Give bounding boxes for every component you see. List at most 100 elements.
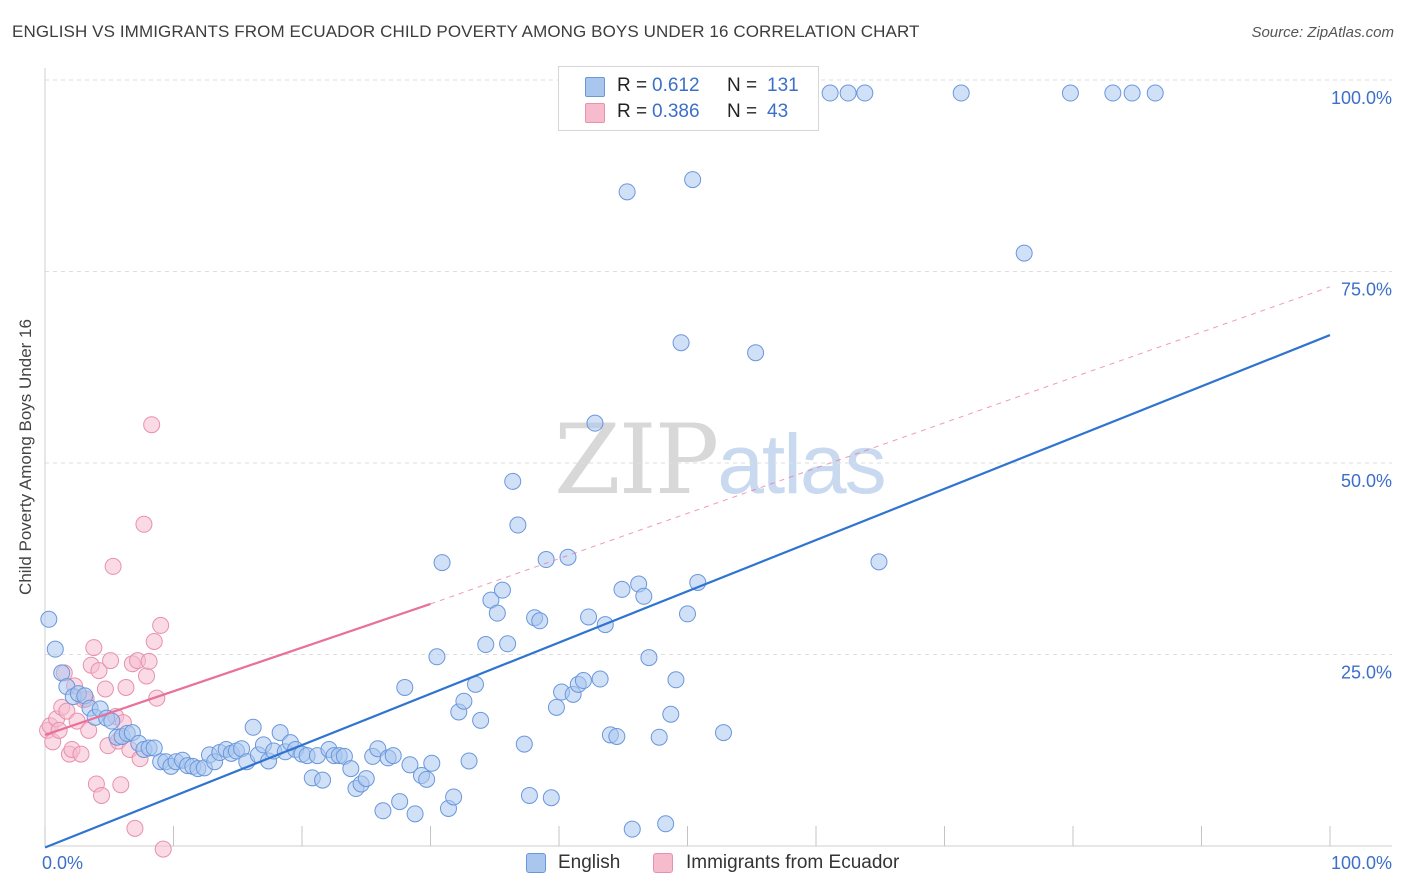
- axes: [44, 68, 1392, 847]
- data-point-ecuador: [138, 667, 156, 685]
- data-point-ecuador: [72, 745, 90, 763]
- data-point-english: [684, 171, 702, 189]
- data-point-english: [542, 789, 560, 807]
- data-point-english: [493, 581, 511, 599]
- data-point-english: [401, 756, 419, 774]
- legend-swatch-ecuador: [585, 103, 605, 123]
- data-point-english: [384, 747, 402, 765]
- data-point-ecuador: [145, 632, 163, 650]
- data-point-english: [418, 770, 436, 788]
- data-point-english: [314, 771, 332, 789]
- legend-bottom-swatch-english: [526, 853, 546, 873]
- data-point-english: [1015, 244, 1033, 262]
- data-point-english: [46, 640, 64, 658]
- data-point-english: [515, 735, 533, 753]
- data-point-english: [374, 802, 392, 820]
- data-point-ecuador: [117, 678, 135, 696]
- series-immigrants-from-ecuador: [39, 416, 172, 858]
- y-tick-label: 50.0%: [1341, 471, 1392, 491]
- data-point-english: [608, 727, 626, 745]
- n-value: 131: [767, 75, 799, 96]
- data-point-english: [40, 610, 58, 628]
- r-label: R =: [617, 101, 648, 122]
- x-tick-label: 0.0%: [42, 853, 83, 873]
- data-point-english: [580, 608, 598, 626]
- data-point-ecuador: [126, 819, 144, 837]
- data-point-ecuador: [93, 786, 111, 804]
- data-point-english: [623, 820, 641, 838]
- data-point-english: [613, 580, 631, 598]
- data-point-english: [870, 553, 888, 571]
- data-point-english: [423, 754, 441, 772]
- data-point-english: [714, 724, 732, 742]
- data-point-english: [531, 612, 549, 630]
- n-value: 43: [767, 101, 789, 122]
- data-point-english: [396, 678, 414, 696]
- data-point-english: [455, 692, 473, 710]
- legend-stats: R = 0.612 N = 131 R = 0.386 N = 43: [558, 66, 819, 131]
- gridlines: [45, 79, 1392, 655]
- data-point-english: [342, 760, 360, 778]
- data-point-english: [460, 752, 478, 770]
- tick-labels: 25.0% 50.0% 75.0% 100.0% 0.0% 100.0%: [42, 88, 1392, 873]
- data-point-ecuador: [85, 639, 103, 657]
- data-point-ecuador: [90, 662, 108, 680]
- chart-title: ENGLISH VS IMMIGRANTS FROM ECUADOR CHILD…: [12, 22, 920, 41]
- data-point-ecuador: [152, 616, 170, 634]
- legend-label-ecuador: Immigrants from Ecuador: [686, 852, 900, 873]
- source-label: Source: ZipAtlas.com: [1251, 24, 1394, 41]
- trend-lines: [44, 286, 1331, 849]
- data-point-english: [586, 414, 604, 432]
- data-point-english: [433, 554, 451, 572]
- data-point-english: [145, 739, 163, 757]
- data-point-english: [477, 636, 495, 654]
- y-tick-label: 25.0%: [1341, 663, 1392, 683]
- watermark-atlas: atlas: [717, 417, 886, 511]
- data-point-english: [839, 84, 857, 102]
- data-point-english: [499, 635, 517, 653]
- series-english: [40, 77, 1164, 838]
- data-point-english: [679, 605, 696, 623]
- legend-item-ecuador: Immigrants from Ecuador: [653, 852, 923, 876]
- data-point-ecuador: [135, 515, 153, 533]
- legend-swatch-english: [585, 77, 605, 97]
- data-point-ecuador: [148, 689, 166, 707]
- trend-line-ecuador-extrapolated: [430, 286, 1331, 605]
- n-label: N =: [727, 101, 758, 122]
- legend-item-english: English: [526, 852, 636, 876]
- data-point-english: [1146, 84, 1164, 102]
- data-point-ecuador: [143, 416, 161, 434]
- data-point-english: [952, 84, 970, 102]
- data-point-english: [821, 84, 839, 102]
- data-point-english: [1104, 84, 1122, 102]
- n-label: N =: [727, 75, 758, 96]
- data-point-ecuador: [58, 702, 76, 720]
- r-label: R =: [617, 75, 648, 96]
- data-point-english: [406, 805, 424, 823]
- trend-line-ecuador: [44, 602, 431, 736]
- data-point-ecuador: [154, 840, 172, 858]
- legend-bottom-swatch-ecuador: [653, 853, 673, 873]
- data-point-english: [747, 344, 765, 362]
- data-point-ecuador: [104, 557, 122, 575]
- data-point-english: [428, 648, 446, 666]
- r-value: 0.386: [652, 101, 700, 122]
- data-point-english: [662, 705, 680, 723]
- data-point-ecuador: [96, 680, 114, 698]
- watermark-zip: ZIP: [554, 404, 719, 516]
- data-point-english: [509, 516, 527, 534]
- data-point-english: [537, 551, 555, 569]
- legend-label-english: English: [558, 852, 621, 873]
- data-point-english: [618, 183, 636, 201]
- y-tick-label: 100.0%: [1331, 88, 1392, 108]
- data-point-english: [672, 334, 690, 352]
- data-point-english: [635, 587, 653, 605]
- y-tick-label: 75.0%: [1341, 280, 1392, 300]
- data-point-english: [1061, 84, 1079, 102]
- data-point-english: [559, 548, 577, 566]
- data-point-english: [591, 670, 609, 688]
- data-point-english: [472, 711, 490, 729]
- data-point-english: [488, 604, 506, 622]
- data-point-english: [504, 472, 522, 490]
